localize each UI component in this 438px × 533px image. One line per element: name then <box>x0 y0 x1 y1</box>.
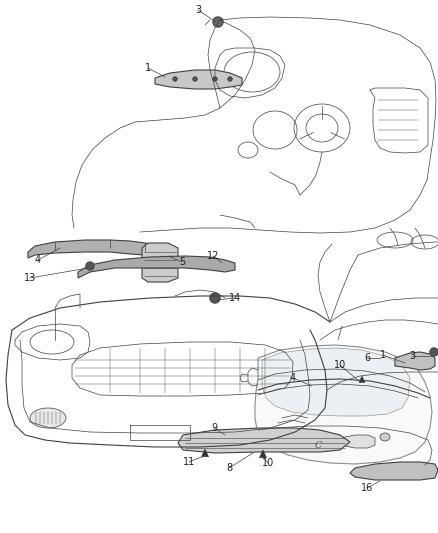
Text: 16: 16 <box>361 483 373 493</box>
Text: 5: 5 <box>179 257 185 267</box>
Text: 1: 1 <box>145 63 151 73</box>
Polygon shape <box>173 77 177 81</box>
Polygon shape <box>228 77 232 81</box>
Polygon shape <box>86 262 94 270</box>
Text: 6: 6 <box>364 353 370 363</box>
Ellipse shape <box>380 433 390 441</box>
Polygon shape <box>430 348 438 356</box>
Polygon shape <box>395 352 435 370</box>
Polygon shape <box>193 77 197 81</box>
Text: 8: 8 <box>226 463 232 473</box>
Text: 12: 12 <box>207 251 219 261</box>
Text: 14: 14 <box>229 293 241 303</box>
Polygon shape <box>259 450 267 458</box>
Polygon shape <box>155 70 242 89</box>
Polygon shape <box>350 462 438 480</box>
Text: C: C <box>314 440 322 449</box>
Text: 13: 13 <box>24 273 36 283</box>
Polygon shape <box>262 348 410 416</box>
Polygon shape <box>178 428 350 453</box>
Polygon shape <box>255 345 432 464</box>
Polygon shape <box>213 77 217 81</box>
Polygon shape <box>340 435 375 448</box>
Text: 10: 10 <box>334 360 346 370</box>
Text: 4: 4 <box>290 373 296 383</box>
Polygon shape <box>213 17 223 27</box>
Text: 4: 4 <box>35 255 41 265</box>
Polygon shape <box>359 376 365 383</box>
Polygon shape <box>201 449 208 457</box>
Polygon shape <box>210 293 220 303</box>
Polygon shape <box>78 256 235 278</box>
Text: 9: 9 <box>211 423 217 433</box>
Text: 11: 11 <box>183 457 195 467</box>
Polygon shape <box>142 243 178 282</box>
Ellipse shape <box>30 408 66 428</box>
Text: 3: 3 <box>195 5 201 15</box>
Polygon shape <box>28 240 155 258</box>
Text: 10: 10 <box>262 458 274 468</box>
Text: 3: 3 <box>409 351 415 361</box>
Text: 1: 1 <box>380 350 386 360</box>
